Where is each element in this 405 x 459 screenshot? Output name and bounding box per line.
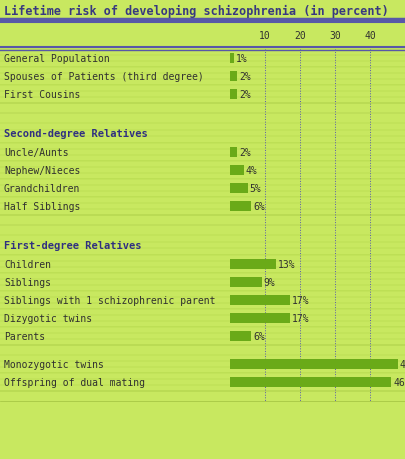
Text: Grandchildren: Grandchildren	[4, 184, 80, 194]
Bar	[230, 277, 262, 288]
Bar	[0, 179, 405, 197]
Text: First-degree Relatives: First-degree Relatives	[4, 241, 141, 251]
Text: Offspring of dual mating: Offspring of dual mating	[4, 377, 145, 387]
Text: Children: Children	[4, 259, 51, 269]
Bar	[0, 256, 405, 274]
Bar	[230, 377, 391, 387]
Text: 6%: 6%	[253, 331, 265, 341]
Bar	[230, 147, 237, 158]
Text: Parents: Parents	[4, 331, 45, 341]
Bar	[0, 309, 405, 327]
Bar	[0, 197, 405, 216]
Text: 2%: 2%	[239, 148, 251, 157]
Bar	[230, 90, 237, 100]
Text: 20: 20	[294, 31, 306, 40]
Text: Uncle/Aunts: Uncle/Aunts	[4, 148, 68, 157]
Text: 30: 30	[329, 31, 341, 40]
Text: General Population: General Population	[4, 54, 110, 64]
Bar	[230, 183, 247, 194]
Bar	[230, 359, 398, 369]
Text: Half Siblings: Half Siblings	[4, 202, 80, 212]
Text: 13%: 13%	[277, 259, 295, 269]
Text: 10: 10	[259, 31, 271, 40]
Text: 9%: 9%	[264, 277, 275, 287]
Text: 46%: 46%	[393, 377, 405, 387]
Text: 48%: 48%	[400, 359, 405, 369]
Bar	[0, 373, 405, 391]
Bar	[0, 291, 405, 309]
Bar	[0, 68, 405, 86]
Bar	[0, 86, 405, 104]
Bar	[0, 162, 405, 179]
Bar	[0, 235, 405, 256]
Bar	[230, 165, 244, 176]
Text: 5%: 5%	[249, 184, 261, 194]
Text: Lifetime risk of developing schizophrenia (in percent): Lifetime risk of developing schizophreni…	[4, 5, 389, 18]
Text: Nephew/Nieces: Nephew/Nieces	[4, 166, 80, 176]
Bar	[230, 259, 275, 270]
Text: 17%: 17%	[292, 313, 309, 323]
Bar	[0, 327, 405, 345]
Bar	[0, 355, 405, 373]
Text: Spouses of Patients (third degree): Spouses of Patients (third degree)	[4, 72, 204, 82]
Text: 1%: 1%	[235, 54, 247, 64]
Text: Siblings with 1 schizophrenic parent: Siblings with 1 schizophrenic parent	[4, 295, 215, 305]
Text: Monozygotic twins: Monozygotic twins	[4, 359, 104, 369]
Bar	[230, 201, 251, 212]
Bar	[230, 295, 290, 306]
Bar	[0, 144, 405, 162]
Text: 2%: 2%	[239, 90, 251, 100]
Bar	[230, 313, 290, 324]
Bar	[0, 124, 405, 144]
Text: 2%: 2%	[239, 72, 251, 82]
Text: Siblings: Siblings	[4, 277, 51, 287]
Bar	[0, 50, 405, 68]
Text: 17%: 17%	[292, 295, 309, 305]
Bar	[0, 274, 405, 291]
Text: First Cousins: First Cousins	[4, 90, 80, 100]
Bar	[230, 331, 251, 341]
Bar	[230, 72, 237, 82]
Text: 6%: 6%	[253, 202, 265, 212]
Text: Second-degree Relatives: Second-degree Relatives	[4, 129, 148, 139]
Text: 40: 40	[364, 31, 376, 40]
Text: 4%: 4%	[246, 166, 258, 176]
Text: Dizygotic twins: Dizygotic twins	[4, 313, 92, 323]
Bar	[230, 54, 234, 64]
